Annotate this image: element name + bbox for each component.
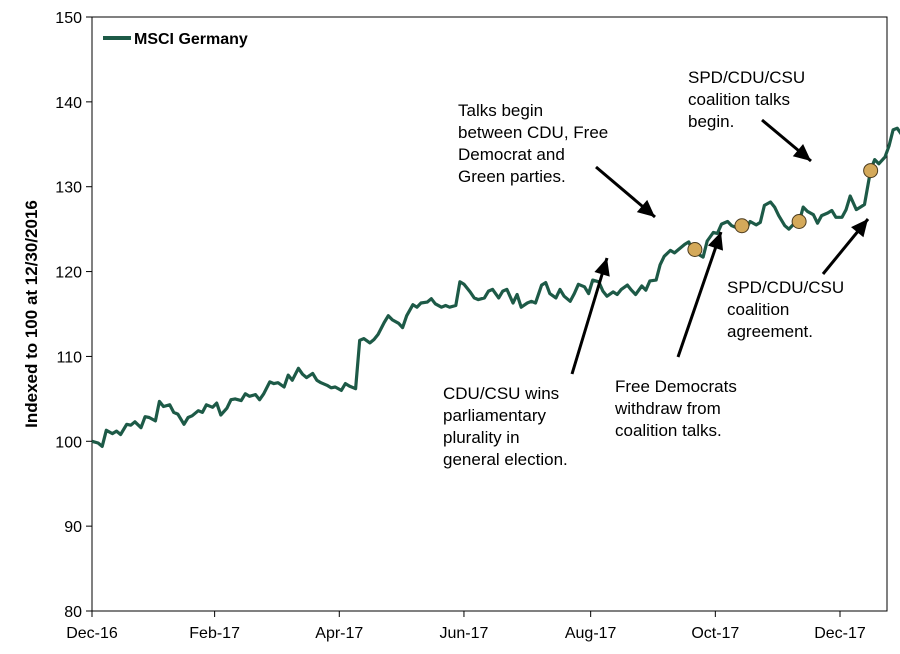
- annotation-label-line: Democrat and: [458, 145, 565, 164]
- x-tick-label: Aug-17: [565, 625, 617, 642]
- event-marker: [734, 218, 750, 234]
- x-axis: Dec-16 Feb-17 Apr-17 Jun-17 Aug-17 Oct-17 Dec-…: [66, 611, 866, 642]
- annotation-label-line: between CDU, Free: [458, 123, 608, 142]
- x-tick-label: Oct-17: [691, 625, 739, 642]
- x-tick-label: Feb-17: [189, 625, 240, 642]
- annotation-label-line: SPD/CDU/CSU: [727, 278, 844, 297]
- annotation-label: SPD/CDU/CSU coalition agreement.: [727, 278, 844, 341]
- x-tick-label: Dec-16: [66, 625, 118, 642]
- annotation-label-line: Green parties.: [458, 167, 566, 186]
- annotation-label-line: coalition: [727, 300, 789, 319]
- y-tick-label: 100: [55, 434, 82, 451]
- y-tick-label: 150: [55, 10, 82, 27]
- annotation-label-line: coalition talks.: [615, 421, 722, 440]
- annotation-arrowhead: [851, 219, 868, 238]
- annotation-label-line: CDU/CSU wins: [443, 384, 559, 403]
- annotation-arrow-shaft: [570, 257, 609, 375]
- y-tick-label: 80: [64, 604, 82, 621]
- annotation-arrow-shaft: [676, 231, 723, 358]
- annotation-label-line: agreement.: [727, 322, 813, 341]
- annotation-label-line: withdraw from: [614, 399, 721, 418]
- annotation-label-line: plurality in: [443, 428, 520, 447]
- annotation-label-line: SPD/CDU/CSU: [688, 68, 805, 87]
- event-marker: [687, 242, 703, 258]
- annotation-arrowhead: [636, 199, 655, 217]
- annotation-arrowhead: [792, 143, 811, 161]
- x-tick-label: Apr-17: [315, 625, 363, 642]
- series-line: [91, 126, 900, 448]
- annotation-label-line: Talks begin: [458, 101, 543, 120]
- y-tick-label: 140: [55, 95, 82, 112]
- annotation-label: Free Democrats withdraw from coalition tal…: [614, 377, 737, 440]
- event-marker: [791, 214, 807, 230]
- annotation-label-line: begin.: [688, 112, 734, 131]
- annotation-label: Talks begin between CDU, Free Democrat and…: [458, 101, 608, 186]
- annotation-label-line: Free Democrats: [615, 377, 737, 396]
- y-tick-label: 90: [64, 519, 82, 536]
- y-axis-title: Indexed to 100 at 12/30/2016: [22, 200, 41, 428]
- annotation-label-line: general election.: [443, 450, 568, 469]
- y-tick-label: 110: [56, 349, 82, 366]
- legend: MSCI Germany: [103, 31, 248, 48]
- x-tick-label: Jun-17: [439, 625, 488, 642]
- legend-label: MSCI Germany: [134, 31, 248, 48]
- annotation-arrowhead: [594, 258, 610, 277]
- x-tick-label: Dec-17: [814, 625, 866, 642]
- annotation-label: CDU/CSU wins parliamentary plurality in gen…: [443, 384, 568, 469]
- y-tick-label: 130: [55, 180, 82, 197]
- annotation-arrowhead: [707, 232, 724, 251]
- annotation-layer: CDU/CSU wins parliamentary plurality in gen…: [443, 68, 879, 469]
- annotation-label-line: parliamentary: [443, 406, 546, 425]
- event-marker: [863, 163, 879, 179]
- y-tick-label: 120: [55, 265, 82, 282]
- plot-area-frame: [91, 16, 888, 612]
- series-layer: [91, 126, 900, 448]
- annotation-label: SPD/CDU/CSU coalition talks begin.: [688, 68, 805, 131]
- y-axis: 80 90 100 110 120 130 140 150: [55, 10, 92, 621]
- annotation-label-line: coalition talks: [688, 90, 790, 109]
